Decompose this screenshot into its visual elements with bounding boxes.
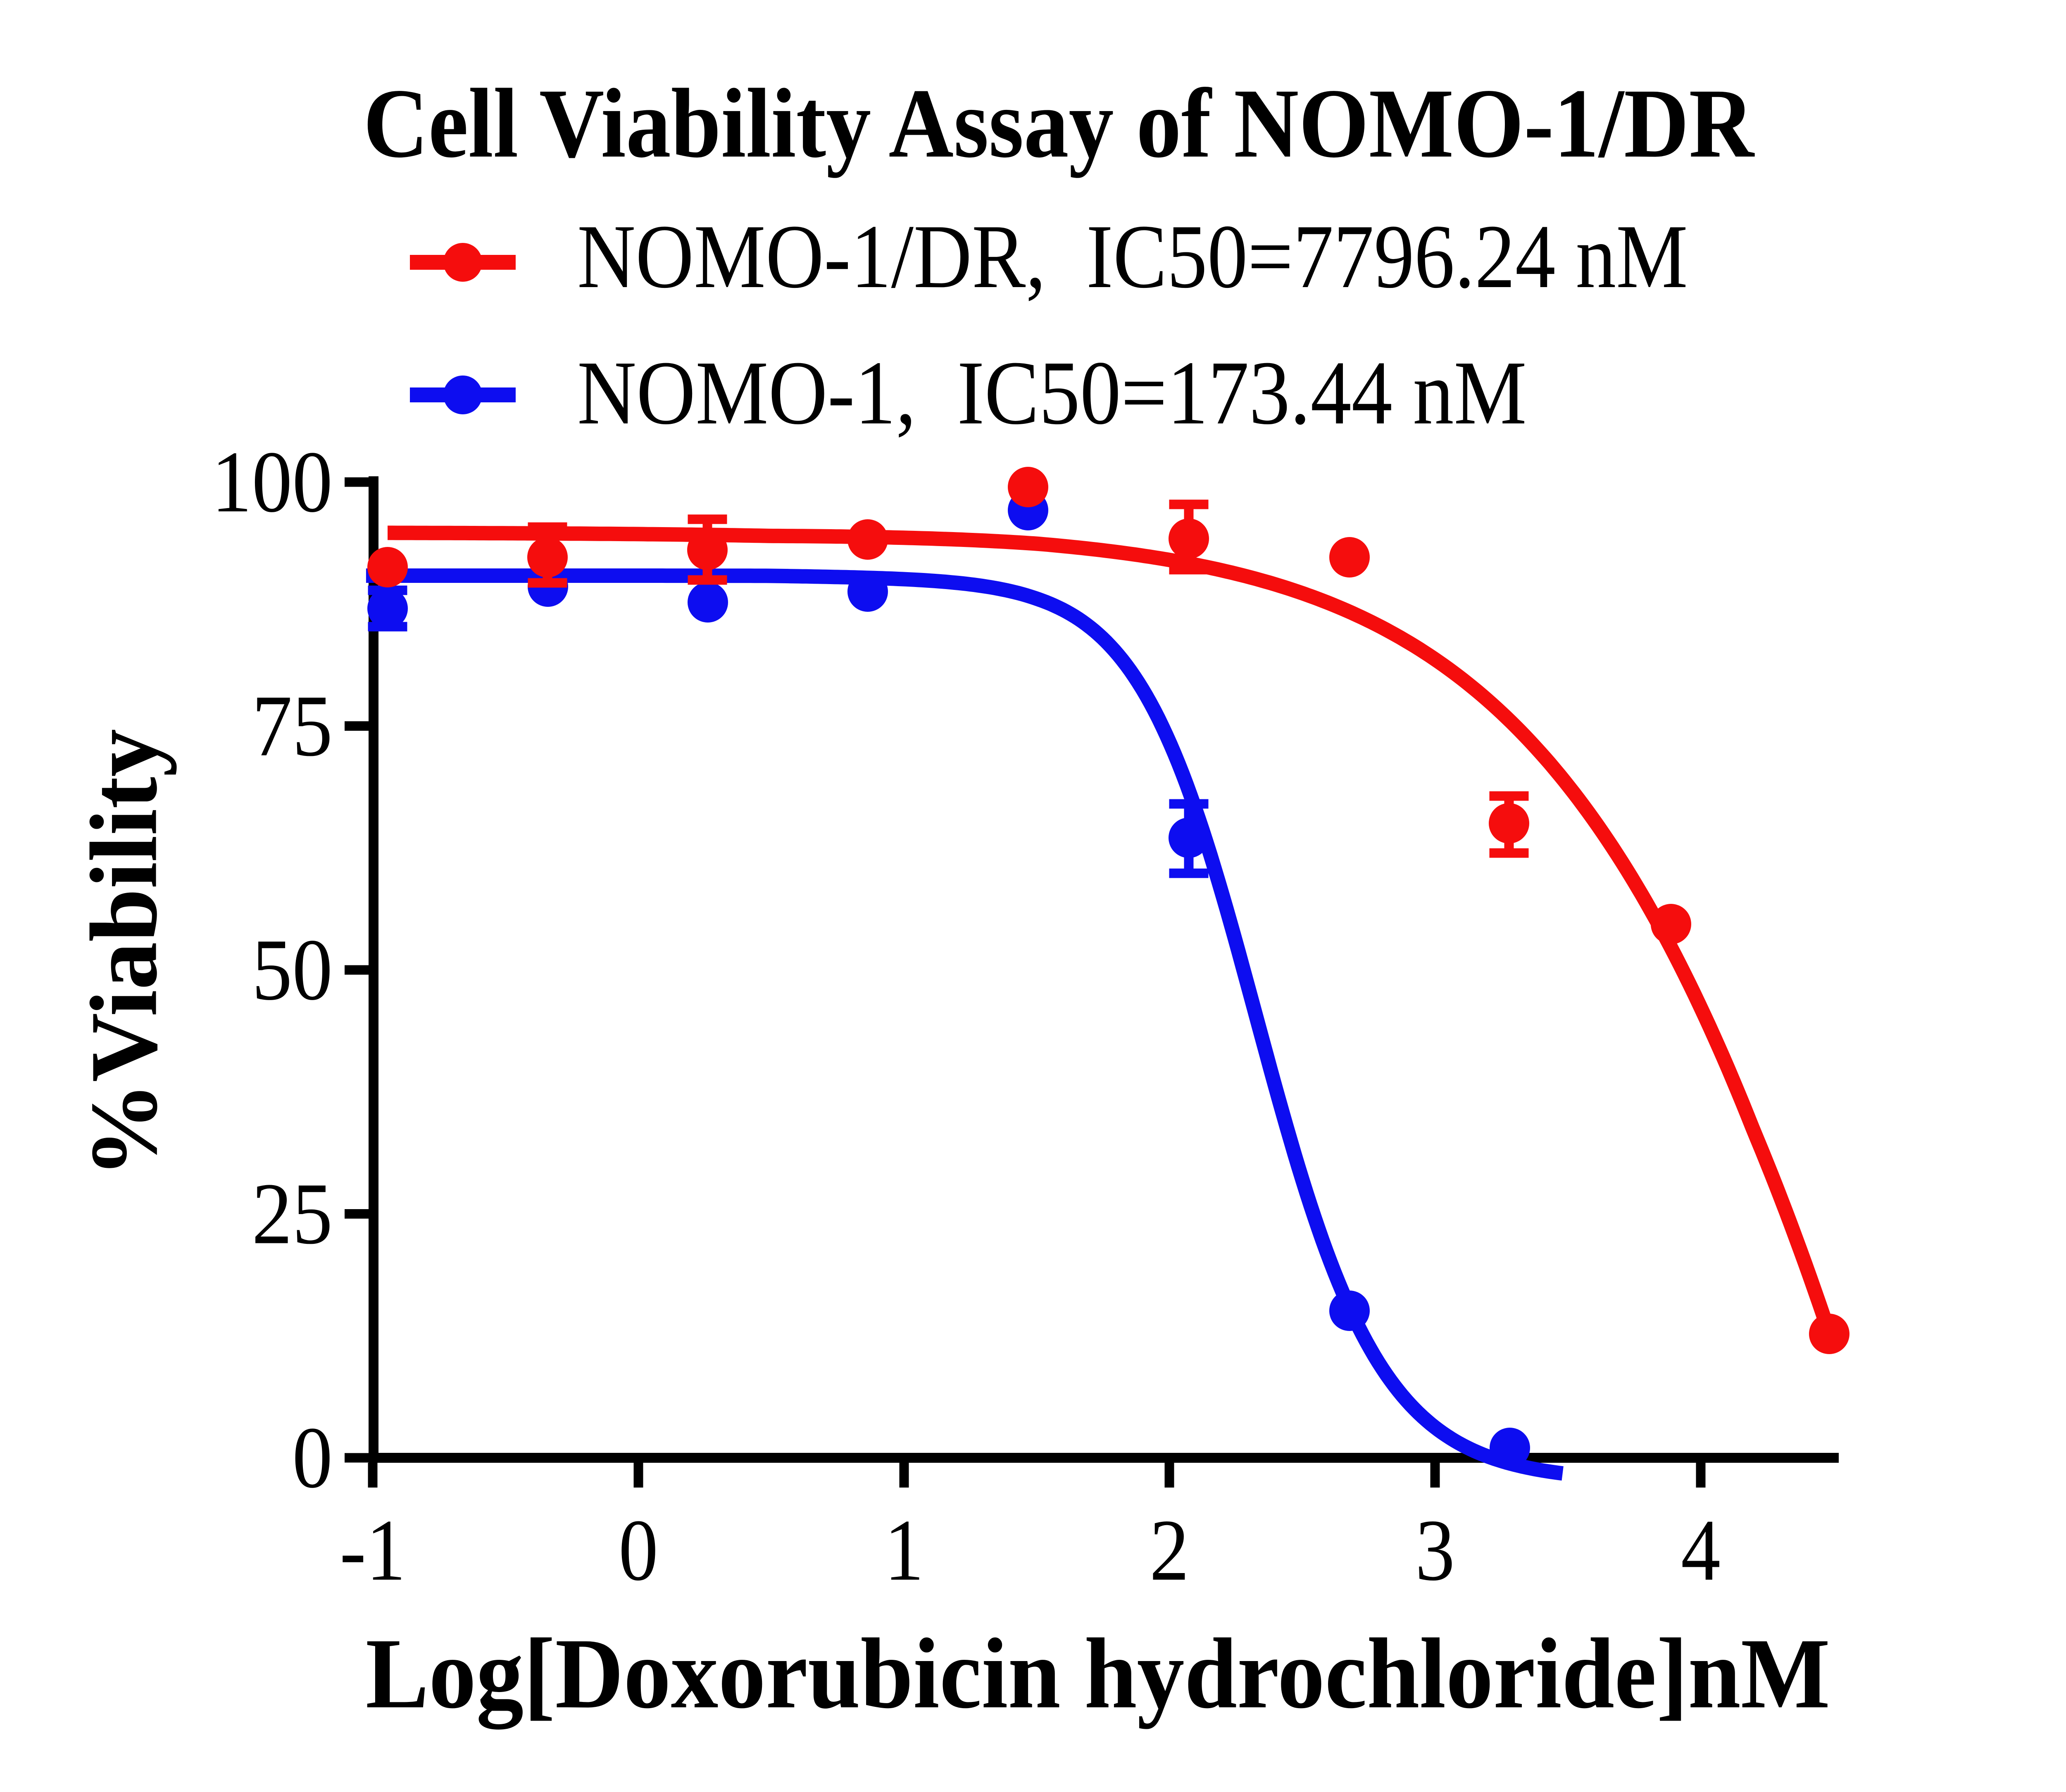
svg-text:4: 4 bbox=[1681, 1501, 1721, 1599]
svg-text:Cell Viability Assay of NOMO-1: Cell Viability Assay of NOMO-1/DR bbox=[363, 68, 1755, 178]
svg-text:75: 75 bbox=[252, 677, 333, 775]
svg-text:0: 0 bbox=[619, 1501, 658, 1599]
svg-text:0: 0 bbox=[292, 1409, 333, 1506]
svg-text:Log[Doxorubicin hydrochloride]: Log[Doxorubicin hydrochloride]nM bbox=[366, 1618, 1830, 1730]
svg-text:1: 1 bbox=[884, 1501, 924, 1599]
svg-text:25: 25 bbox=[252, 1165, 333, 1262]
svg-text:NOMO-1, IC50=173.44 nM: NOMO-1, IC50=173.44 nM bbox=[577, 342, 1527, 443]
svg-text:100: 100 bbox=[212, 433, 333, 530]
svg-text:NOMO-1/DR, IC50=7796.24 nM: NOMO-1/DR, IC50=7796.24 nM bbox=[577, 206, 1688, 307]
svg-text:%Viability: %Viability bbox=[71, 729, 177, 1178]
svg-text:3: 3 bbox=[1415, 1501, 1455, 1599]
svg-text:50: 50 bbox=[252, 921, 333, 1018]
svg-text:2: 2 bbox=[1150, 1501, 1189, 1599]
svg-text:-1: -1 bbox=[340, 1501, 406, 1599]
